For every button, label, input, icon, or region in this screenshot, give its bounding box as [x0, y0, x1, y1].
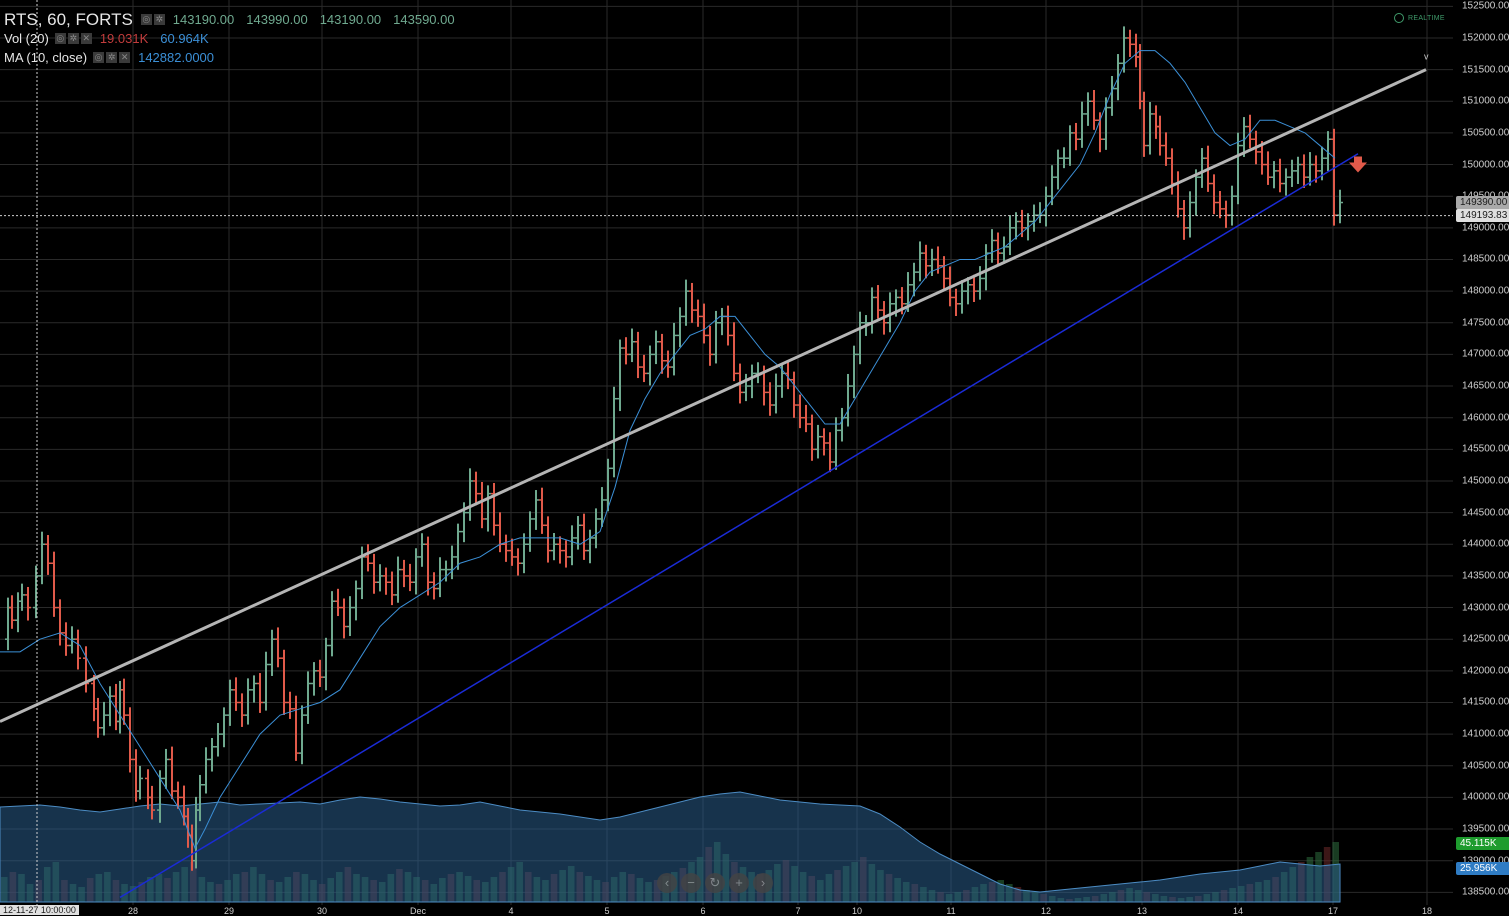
price-tick-label: 141500.00 — [1462, 696, 1509, 708]
price-tick-label: 139000.00 — [1462, 855, 1509, 867]
chart-canvas[interactable]: v — [0, 0, 1453, 905]
legend-ma-icons[interactable]: ◎ ✲ ✕ — [93, 52, 131, 63]
low-value: 143190.00 — [319, 12, 382, 27]
crosshair-time-badge: 12-11-27 10:00:00 — [0, 905, 79, 915]
price-tick-label: 148500.00 — [1462, 253, 1509, 265]
legend-vol-icons[interactable]: ◎ ✲ ✕ — [54, 33, 92, 44]
last-price-badge: 149390.00 — [1456, 196, 1509, 210]
time-tick-label: 10 — [851, 906, 863, 916]
time-tick-label: 6 — [700, 906, 706, 916]
time-tick-label: 5 — [604, 906, 610, 916]
price-tick-label: 139500.00 — [1462, 823, 1509, 835]
legend: RTS, 60, FORTS ◎ ✲ 143190.00 143990.00 14… — [4, 10, 467, 67]
price-tick-label: 142000.00 — [1462, 665, 1509, 677]
price-tick-label: 150500.00 — [1462, 127, 1509, 139]
open-value: 143190.00 — [172, 12, 235, 27]
crosshair-price-badge: 149193.83 — [1456, 208, 1509, 222]
time-axis[interactable]: 28 29 30 Dec 4 5 6 7 10 11 12 13 14 17 18 — [0, 905, 1453, 916]
time-tick-label: 17 — [1327, 906, 1339, 916]
price-tick-label: 146500.00 — [1462, 380, 1509, 392]
eye-icon[interactable]: ◎ — [93, 52, 105, 63]
volume-badge: 45.115K — [1456, 837, 1509, 850]
price-axis[interactable]: 152500.00 152000.00 151500.00 151000.00 1505… — [1453, 0, 1509, 905]
time-tick-label: 28 — [127, 906, 139, 916]
ma-line — [0, 50, 1336, 850]
time-tick-label: 29 — [223, 906, 235, 916]
time-tick-label: 7 — [795, 906, 801, 916]
price-tick-label: 140500.00 — [1462, 760, 1509, 772]
price-tick-label: 140000.00 — [1462, 791, 1509, 803]
price-tick-label: 138500.00 — [1462, 886, 1509, 898]
close-icon[interactable]: ✕ — [119, 52, 131, 63]
price-tick-label: 143500.00 — [1462, 570, 1509, 582]
price-tick-label: 145000.00 — [1462, 475, 1509, 487]
price-tick-label: 149000.00 — [1462, 222, 1509, 234]
grid — [0, 0, 1453, 905]
vol-ma-value: 60.964K — [160, 31, 209, 46]
trendline-end-marker: v — [1424, 52, 1429, 62]
reset-icon[interactable]: ↻ — [705, 873, 725, 893]
forward-icon[interactable]: › — [753, 873, 773, 893]
volume-ma-area — [0, 791, 1341, 903]
legend-main-icons[interactable]: ◎ ✲ — [140, 14, 165, 25]
time-tick-label: 12 — [1040, 906, 1052, 916]
symbol-name: RTS, 60, FORTS — [4, 10, 133, 29]
price-tick-label: 144500.00 — [1462, 507, 1509, 519]
eye-icon[interactable]: ◎ — [54, 33, 66, 44]
time-tick-label: Dec — [409, 906, 427, 916]
price-tick-label: 151000.00 — [1462, 95, 1509, 107]
upper-trendline[interactable] — [0, 68, 1427, 723]
legend-vol: Vol (20) ◎ ✲ ✕ 19.031K 60.964K — [4, 29, 467, 48]
vol-value: 19.031K — [99, 31, 149, 46]
price-tick-label: 143000.00 — [1462, 602, 1509, 614]
price-tick-label: 150000.00 — [1462, 159, 1509, 171]
close-icon[interactable]: ✕ — [80, 33, 92, 44]
price-tick-label: 152500.00 — [1462, 0, 1509, 12]
back-icon[interactable]: ‹ — [657, 873, 677, 893]
price-tick-label: 151500.00 — [1462, 64, 1509, 76]
zoom-in-icon[interactable]: + — [729, 873, 749, 893]
realtime-label: REALTIME — [1408, 14, 1445, 22]
time-tick-label: 11 — [946, 906, 956, 916]
realtime-indicator[interactable]: REALTIME — [1394, 13, 1445, 23]
volume-ma-badge: 25.956K — [1456, 862, 1509, 875]
price-tick-label: 145500.00 — [1462, 443, 1509, 455]
time-tick-label: 14 — [1232, 906, 1244, 916]
zoom-controls: ‹ − ↻ + › — [657, 873, 773, 893]
gear-icon[interactable]: ✲ — [153, 14, 165, 25]
price-tick-label: 141000.00 — [1462, 728, 1509, 740]
time-tick-label: 18 — [1421, 906, 1433, 916]
price-tick-label: 146000.00 — [1462, 412, 1509, 424]
high-value: 143990.00 — [246, 12, 308, 27]
clock-icon — [1394, 13, 1404, 23]
price-tick-label: 152000.00 — [1462, 32, 1509, 44]
lower-trendline[interactable] — [119, 153, 1359, 899]
price-tick-label: 147500.00 — [1462, 317, 1509, 329]
gear-icon[interactable]: ✲ — [67, 33, 79, 44]
price-tick-label: 142500.00 — [1462, 633, 1509, 645]
price-tick-label: 144000.00 — [1462, 538, 1509, 550]
legend-main: RTS, 60, FORTS ◎ ✲ 143190.00 143990.00 14… — [4, 10, 467, 29]
price-tick-label: 147000.00 — [1462, 348, 1509, 360]
ma-name: MA (10, close) — [4, 50, 88, 65]
sell-arrow-icon — [1349, 156, 1367, 173]
time-tick-label: 30 — [316, 906, 328, 916]
time-tick-label: 4 — [508, 906, 514, 916]
vol-name: Vol (20) — [4, 31, 49, 46]
ma-value: 142882.0000 — [138, 50, 215, 65]
eye-icon[interactable]: ◎ — [140, 14, 152, 25]
legend-ma: MA (10, close) ◎ ✲ ✕ 142882.0000 — [4, 48, 467, 67]
zoom-out-icon[interactable]: − — [681, 873, 701, 893]
time-tick-label: 13 — [1136, 906, 1148, 916]
gear-icon[interactable]: ✲ — [106, 52, 118, 63]
price-tick-label: 148000.00 — [1462, 285, 1509, 297]
close-value: 143590.00 — [393, 12, 455, 27]
